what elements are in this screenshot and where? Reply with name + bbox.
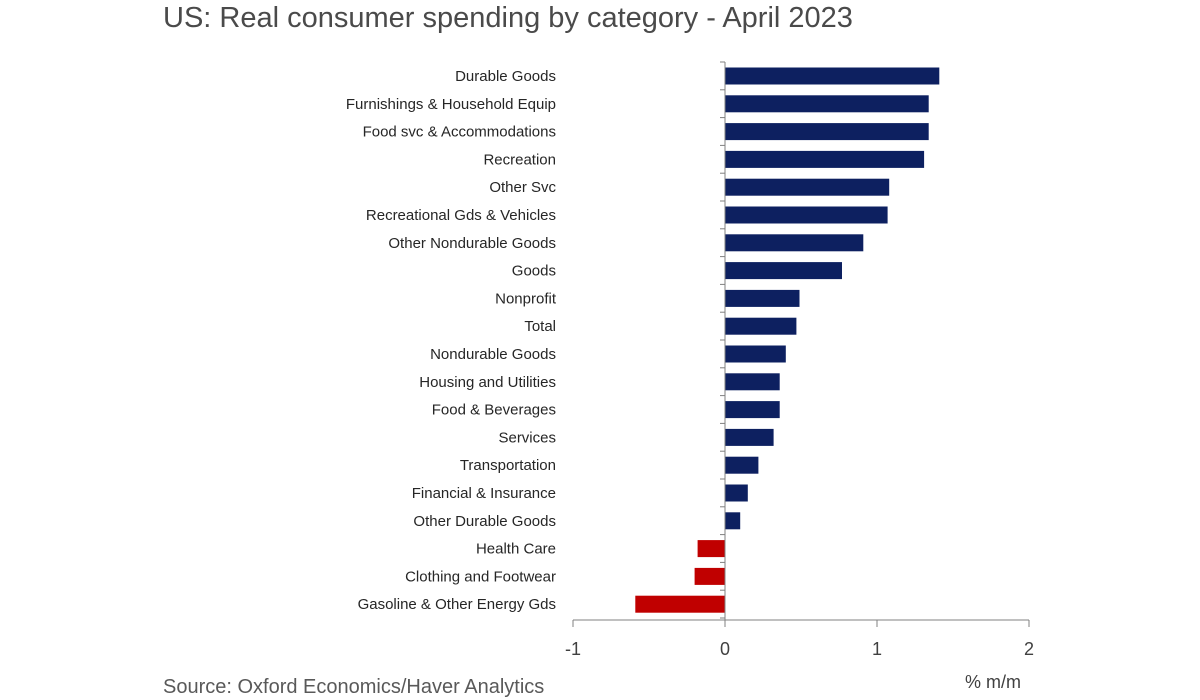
category-label-other-durable-goods: Other Durable Goods bbox=[413, 513, 556, 530]
bar-nonprofit bbox=[725, 289, 800, 307]
category-label-food-beverages: Food & Beverages bbox=[432, 402, 556, 419]
bar-health-care bbox=[697, 540, 725, 558]
category-label-clothing-and-footwear: Clothing and Footwear bbox=[405, 568, 556, 585]
category-label-recreational-gds-vehicles: Recreational Gds & Vehicles bbox=[366, 207, 556, 224]
bar-services bbox=[725, 428, 774, 446]
category-label-services: Services bbox=[498, 429, 556, 446]
axes: -1 0 1 2% m/m bbox=[565, 61, 1034, 692]
category-label-financial-insurance: Financial & Insurance bbox=[412, 485, 556, 502]
chart-title: US: Real consumer spending by category -… bbox=[163, 2, 853, 34]
bar-gasoline-other-energy-gds bbox=[635, 595, 725, 613]
category-label-goods: Goods bbox=[512, 263, 556, 280]
bar-total bbox=[725, 317, 797, 335]
source-note: Source: Oxford Economics/Haver Analytics bbox=[163, 676, 545, 698]
x-tick-label: 1 bbox=[872, 639, 882, 659]
bar-other-durable-goods bbox=[725, 512, 741, 530]
category-label-transportation: Transportation bbox=[460, 457, 556, 474]
bar-nondurable-goods bbox=[725, 345, 786, 363]
bars-layer bbox=[635, 67, 940, 613]
bar-food-svc-accommodations bbox=[725, 123, 929, 141]
bar-durable-goods bbox=[725, 67, 940, 85]
bar-financial-insurance bbox=[725, 484, 748, 502]
bar-other-svc bbox=[725, 178, 890, 196]
bar-housing-and-utilities bbox=[725, 373, 780, 391]
bar-goods bbox=[725, 262, 842, 280]
category-label-nonprofit: Nonprofit bbox=[495, 290, 557, 307]
category-label-gasoline-other-energy-gds: Gasoline & Other Energy Gds bbox=[358, 596, 556, 613]
category-labels: Durable Goods Furnishings & Household Equ… bbox=[346, 68, 557, 613]
x-tick-label: 2 bbox=[1024, 639, 1034, 659]
category-label-food-svc-accommodations: Food svc & Accommodations bbox=[363, 124, 556, 141]
bar-recreation bbox=[725, 150, 925, 168]
bar-recreational-gds-vehicles bbox=[725, 206, 888, 224]
category-label-health-care: Health Care bbox=[476, 541, 556, 558]
category-label-nondurable-goods: Nondurable Goods bbox=[430, 346, 556, 363]
x-axis-unit-label: % m/m bbox=[965, 672, 1021, 692]
category-label-other-svc: Other Svc bbox=[489, 179, 556, 196]
category-label-durable-goods: Durable Goods bbox=[455, 68, 556, 85]
category-label-total: Total bbox=[524, 318, 556, 335]
category-label-other-nondurable-goods: Other Nondurable Goods bbox=[388, 235, 556, 252]
bar-clothing-and-footwear bbox=[694, 567, 725, 585]
bar-other-nondurable-goods bbox=[725, 234, 864, 252]
bar-furnishings-household-equip bbox=[725, 95, 929, 113]
bar-transportation bbox=[725, 456, 759, 474]
bar-food-beverages bbox=[725, 401, 780, 419]
x-tick-label: -1 bbox=[565, 639, 581, 659]
category-label-furnishings-household-equip: Furnishings & Household Equip bbox=[346, 96, 556, 113]
category-label-housing-and-utilities: Housing and Utilities bbox=[419, 374, 556, 391]
x-tick-label: 0 bbox=[720, 639, 730, 659]
category-label-recreation: Recreation bbox=[483, 151, 556, 168]
